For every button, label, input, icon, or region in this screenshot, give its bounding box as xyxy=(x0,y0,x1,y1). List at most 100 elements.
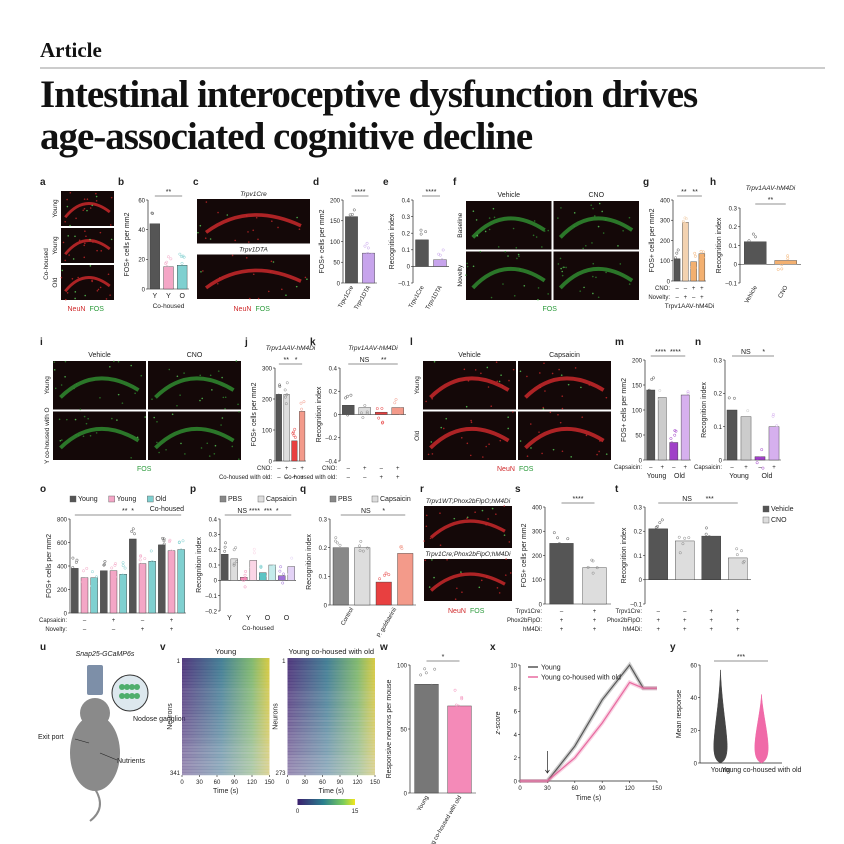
dot xyxy=(224,562,228,566)
cell xyxy=(66,205,69,208)
cell xyxy=(71,277,74,280)
cell xyxy=(183,372,185,374)
y-tick-label: 100 xyxy=(262,428,273,434)
significance: **** xyxy=(573,496,584,503)
dot xyxy=(728,414,732,418)
cell xyxy=(200,271,202,273)
cell xyxy=(560,374,563,376)
dot xyxy=(746,409,750,413)
panel-letter: f xyxy=(453,177,457,188)
cell xyxy=(156,420,158,423)
cell xyxy=(86,209,88,212)
row-label: Novelty: xyxy=(45,627,67,633)
y-tick-label: 300 xyxy=(262,366,273,372)
row-label: Phox2bFlpO: xyxy=(507,618,542,624)
y-tick-label: 600 xyxy=(57,541,68,547)
row-mark: – xyxy=(672,465,676,471)
dot xyxy=(566,537,570,541)
dot xyxy=(660,518,664,522)
cell xyxy=(110,238,113,241)
row-mark: + xyxy=(684,295,688,301)
cell xyxy=(97,288,100,291)
dot xyxy=(71,566,75,569)
dot xyxy=(249,565,253,569)
caption: FOS xyxy=(90,306,105,313)
cell xyxy=(83,415,86,418)
heat-row xyxy=(287,684,375,688)
dot xyxy=(705,538,709,542)
dot xyxy=(169,549,173,553)
y-tick-label: 0 xyxy=(639,458,643,464)
cell xyxy=(199,399,201,402)
cell xyxy=(496,380,499,383)
cell xyxy=(605,453,608,455)
y-axis-label: Recognition index xyxy=(621,527,628,583)
cell xyxy=(208,455,211,457)
dot xyxy=(180,255,183,259)
cell xyxy=(601,210,603,213)
cell xyxy=(559,421,562,424)
heat-row xyxy=(182,663,270,668)
dot xyxy=(90,570,94,574)
y-tick-label: 0.3 xyxy=(402,215,411,221)
x-axis-label: Time (s) xyxy=(213,788,238,795)
cell xyxy=(224,407,226,410)
dot xyxy=(751,232,755,236)
cell xyxy=(495,513,497,515)
bar xyxy=(375,581,392,606)
cell xyxy=(582,247,584,250)
cell xyxy=(454,598,457,601)
y-tick-label: 0 xyxy=(639,578,643,584)
heat-row xyxy=(182,722,270,726)
diagram-label: Snap25-GCaMP6s xyxy=(76,651,135,658)
dot xyxy=(659,407,662,411)
dot xyxy=(687,536,691,540)
dot xyxy=(556,551,559,555)
dot xyxy=(420,239,424,243)
cell xyxy=(184,453,186,455)
cell xyxy=(206,442,209,445)
cell xyxy=(460,571,462,573)
dot xyxy=(400,547,404,551)
y-tick-label: 100 xyxy=(632,408,643,414)
cell xyxy=(537,287,540,289)
heat-row xyxy=(287,669,375,673)
dot xyxy=(424,671,428,675)
dot xyxy=(334,539,337,543)
dot xyxy=(259,565,263,569)
dot xyxy=(657,397,661,401)
bar xyxy=(690,261,697,282)
cell xyxy=(488,443,490,445)
y-tick-label: –0.2 xyxy=(205,609,217,615)
dot xyxy=(278,399,282,403)
y-tick-label: 0 xyxy=(404,791,408,797)
cell xyxy=(526,455,529,457)
dot xyxy=(686,391,690,395)
cell xyxy=(86,198,89,201)
dot xyxy=(408,561,412,565)
row-mark: + xyxy=(379,475,383,481)
cell xyxy=(519,370,522,373)
cell xyxy=(442,427,445,430)
y-axis-label: Recognition index xyxy=(389,213,396,269)
cell xyxy=(503,534,506,536)
bar xyxy=(275,394,282,462)
y-tick-label: 0.4 xyxy=(209,517,218,523)
row-mark: – xyxy=(363,475,367,481)
legend-label: Capsaicin xyxy=(266,496,297,503)
cell xyxy=(490,296,493,299)
panel-letter: t xyxy=(615,484,619,495)
dot xyxy=(393,401,397,405)
x-tick-label: CNO xyxy=(778,285,790,300)
cell xyxy=(221,417,224,419)
dot xyxy=(780,263,784,267)
cell xyxy=(604,218,607,221)
y-tick-label: 1 xyxy=(282,659,286,665)
dot xyxy=(299,420,303,424)
dot xyxy=(686,390,690,394)
cell xyxy=(544,390,546,392)
y-tick-label: 60 xyxy=(690,663,697,669)
row-mark: + xyxy=(560,618,564,624)
cell xyxy=(557,217,559,219)
cell xyxy=(130,456,132,459)
